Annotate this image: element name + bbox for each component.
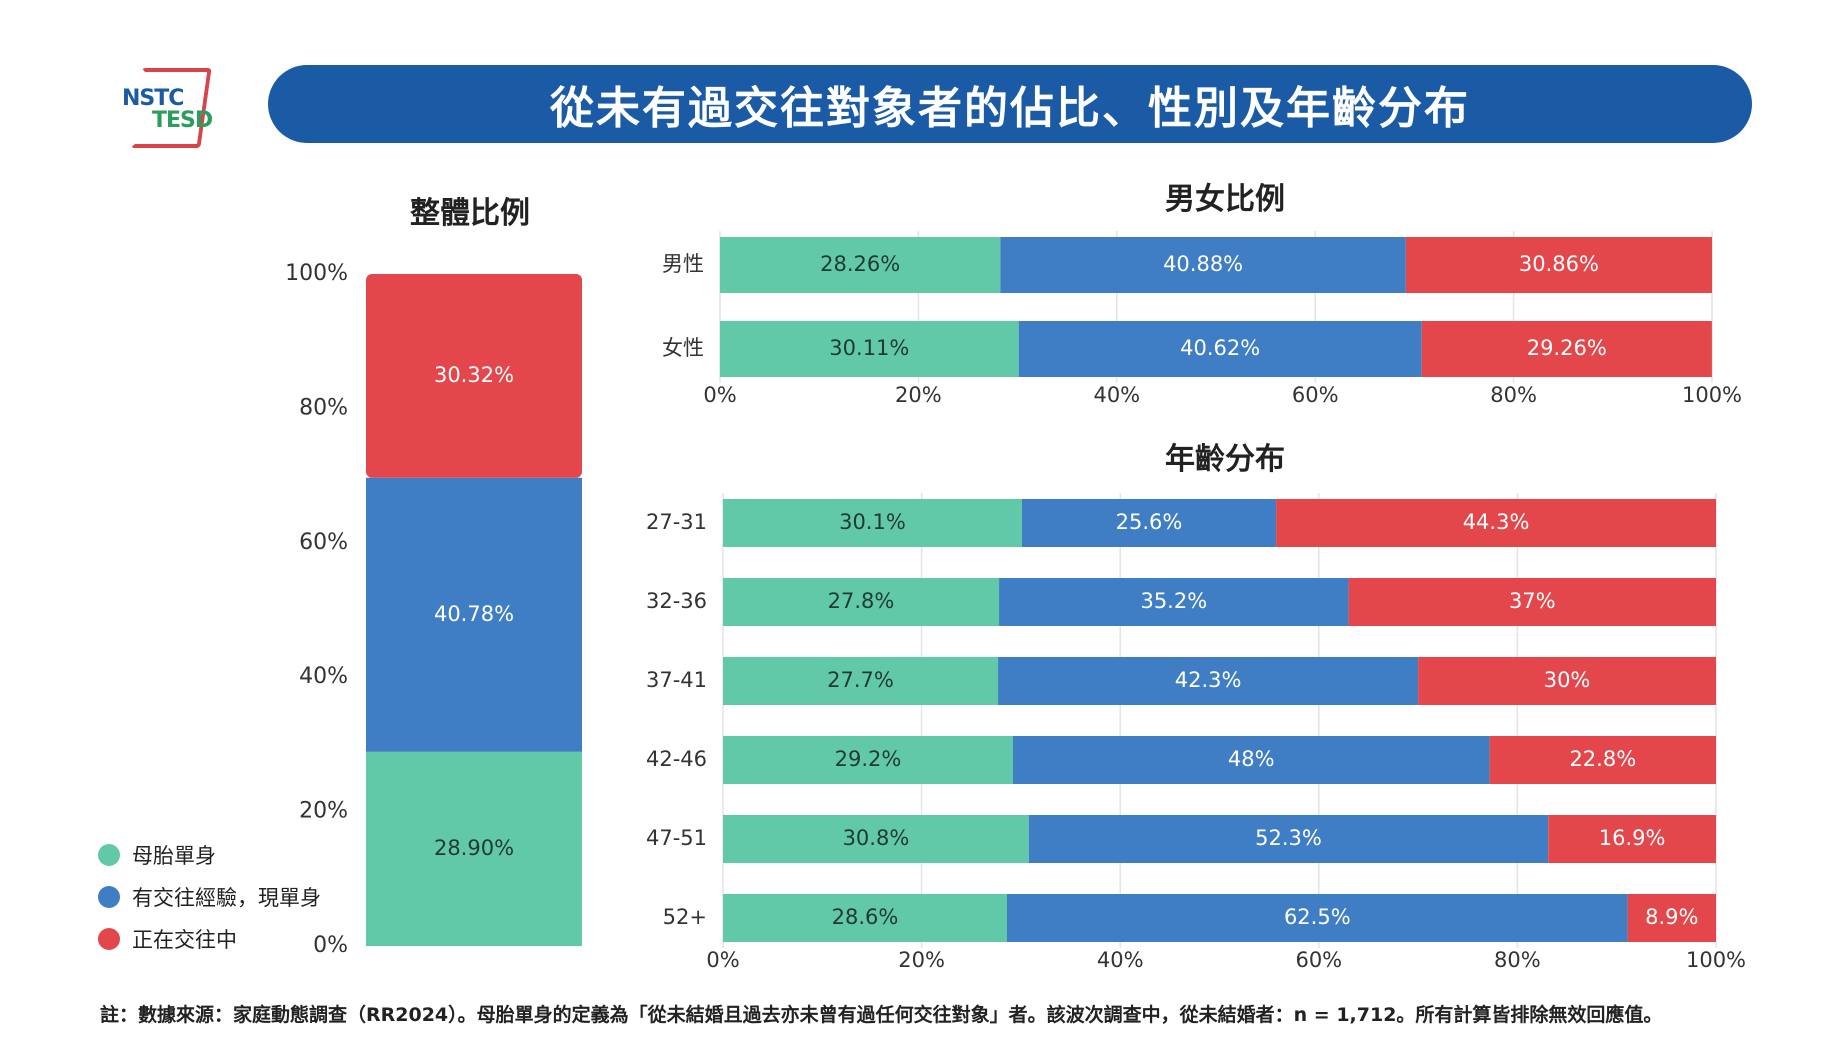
gender-row-label: 男性: [662, 252, 704, 276]
age-bar-data-label: 37%: [1509, 589, 1556, 613]
overall-ytick-label: 20%: [299, 799, 348, 824]
logo-text-line1: NSTC: [122, 86, 184, 111]
legend-dot-never: [98, 844, 120, 866]
gender-bar-data-label: 40.62%: [1180, 336, 1260, 360]
logo-text-line2: TESD: [152, 108, 213, 133]
overall-bar-data-label: 28.90%: [434, 836, 514, 860]
legend-item-current: 正在交往中: [98, 924, 237, 954]
gender-bar-segment: [1000, 237, 1406, 293]
legend-label-had: 有交往經驗，現單身: [132, 886, 321, 910]
legend-item-never: 母胎單身: [98, 840, 216, 870]
gender-xtick-label: 60%: [1292, 383, 1339, 407]
footnote: 註：數據來源：家庭動態調查（RR2024）。母胎單身的定義為「從未結婚且過去亦未…: [100, 1004, 1663, 1026]
age-bar-data-label: 48%: [1228, 747, 1275, 771]
legend-label-current: 正在交往中: [132, 928, 237, 952]
age-bar-data-label: 35.2%: [1140, 589, 1207, 613]
age-bar-segment: [1276, 499, 1716, 547]
age-xtick-label: 40%: [1097, 948, 1144, 972]
overall-bar-segment: [366, 477, 582, 752]
gender-bar-data-label: 30.86%: [1519, 252, 1599, 276]
overall-chart-title: 整體比例: [410, 196, 530, 231]
age-bar-segment: [1012, 736, 1490, 784]
age-chart-title: 年齡分布: [1165, 442, 1285, 477]
overall-ytick-label: 40%: [299, 664, 348, 689]
age-bar-segment: [723, 499, 1022, 547]
page-title-banner: 從未有過交往對象者的佔比、性別及年齡分布: [268, 65, 1752, 143]
age-bar-data-label: 27.8%: [828, 589, 895, 613]
age-bar-segment: [1028, 815, 1549, 863]
legend-dot-current: [98, 928, 120, 950]
age-bar-segment: [723, 578, 1000, 626]
age-bar-segment: [1489, 736, 1716, 784]
gender-xtick-label: 40%: [1093, 383, 1140, 407]
gender-bar-segment: [1405, 237, 1712, 293]
age-xtick-label: 100%: [1686, 948, 1746, 972]
age-bar-data-label: 42.3%: [1175, 668, 1242, 692]
age-bar-data-label: 62.5%: [1284, 905, 1351, 929]
age-bar-segment: [1548, 815, 1716, 863]
age-bar-data-label: 44.3%: [1463, 510, 1530, 534]
gender-bar-segment: [720, 321, 1019, 377]
gender-bar-data-label: 30.11%: [829, 336, 909, 360]
age-bar-segment: [723, 657, 999, 705]
gender-bar-data-label: 29.26%: [1527, 336, 1607, 360]
page-title: 從未有過交往對象者的佔比、性別及年齡分布: [550, 83, 1470, 134]
overall-bar-data-label: 40.78%: [434, 602, 514, 626]
age-bar-data-label: 16.9%: [1599, 826, 1666, 850]
age-bar-segment: [1348, 578, 1716, 626]
age-bar-segment: [998, 657, 1419, 705]
age-xtick-label: 0%: [706, 948, 739, 972]
age-bar-segment: [1627, 894, 1716, 942]
age-bar-data-label: 22.8%: [1569, 747, 1636, 771]
age-bar-segment: [723, 736, 1013, 784]
age-xtick-label: 20%: [898, 948, 945, 972]
gender-xtick-label: 80%: [1490, 383, 1537, 407]
age-bar-data-label: 52.3%: [1255, 826, 1322, 850]
gender-bar-segment: [720, 237, 1001, 293]
overall-bar-segment: [366, 751, 582, 946]
gender-bar-segment: [1018, 321, 1422, 377]
age-bar-segment: [1006, 894, 1628, 942]
age-bar-segment: [723, 894, 1007, 942]
overall-ytick-label: 80%: [299, 395, 348, 420]
gender-chart-title: 男女比例: [1165, 182, 1285, 217]
age-row-label: 37-41: [646, 668, 707, 692]
gender-xtick-label: 0%: [703, 383, 736, 407]
gender-bar-data-label: 40.88%: [1163, 252, 1243, 276]
age-bar-data-label: 27.7%: [827, 668, 894, 692]
overall-ytick-label: 100%: [285, 261, 348, 286]
legend-item-had: 有交往經驗，現單身: [98, 882, 321, 912]
gender-xtick-label: 100%: [1682, 383, 1742, 407]
age-xtick-label: 80%: [1494, 948, 1541, 972]
age-row-label: 42-46: [646, 747, 707, 771]
age-bar-data-label: 28.6%: [832, 905, 899, 929]
age-bar-data-label: 29.2%: [835, 747, 902, 771]
overall-ytick-label: 60%: [299, 530, 348, 555]
legend-dot-had: [98, 886, 120, 908]
age-row-label: 27-31: [646, 510, 707, 534]
nstc-tesd-logo: NSTC TESD: [118, 66, 218, 148]
age-row-label: 47-51: [646, 826, 707, 850]
age-bar-segment: [723, 815, 1029, 863]
gender-row-label: 女性: [662, 336, 704, 360]
age-bar-data-label: 30%: [1544, 668, 1591, 692]
age-bar-data-label: 8.9%: [1645, 905, 1698, 929]
gender-xtick-label: 20%: [895, 383, 942, 407]
gender-bar-segment: [1421, 321, 1712, 377]
overall-bar-data-label: 30.32%: [434, 363, 514, 387]
gender-bar-data-label: 28.26%: [820, 252, 900, 276]
age-bar-data-label: 25.6%: [1116, 510, 1183, 534]
age-bar-data-label: 30.8%: [843, 826, 910, 850]
age-bar-segment: [1021, 499, 1277, 547]
overall-ytick-label: 0%: [313, 933, 348, 958]
overall-bar-segment: [366, 274, 582, 478]
age-row-label: 32-36: [646, 589, 707, 613]
age-xtick-label: 60%: [1295, 948, 1342, 972]
age-bar-data-label: 30.1%: [839, 510, 906, 534]
age-bar-segment: [1418, 657, 1716, 705]
age-row-label: 52+: [663, 905, 707, 929]
legend-label-never: 母胎單身: [132, 844, 216, 868]
age-bar-segment: [999, 578, 1349, 626]
